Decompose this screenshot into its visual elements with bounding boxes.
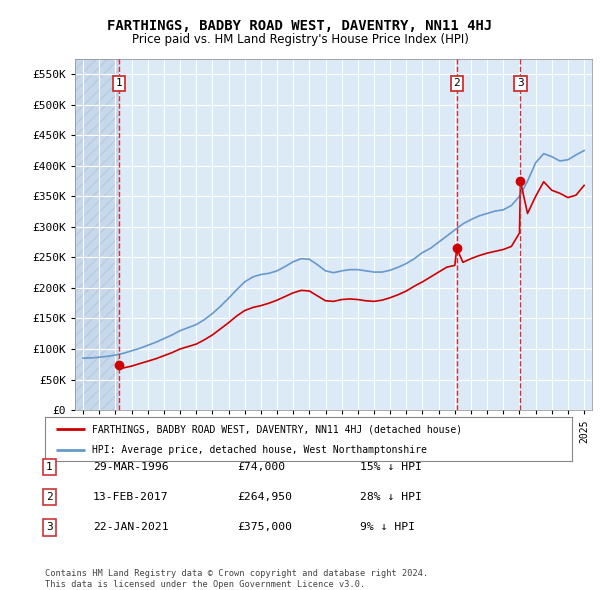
Text: £375,000: £375,000 (237, 523, 292, 532)
Text: Price paid vs. HM Land Registry's House Price Index (HPI): Price paid vs. HM Land Registry's House … (131, 33, 469, 46)
Text: £264,950: £264,950 (237, 493, 292, 502)
Text: 15% ↓ HPI: 15% ↓ HPI (360, 463, 422, 472)
Text: FARTHINGS, BADBY ROAD WEST, DAVENTRY, NN11 4HJ: FARTHINGS, BADBY ROAD WEST, DAVENTRY, NN… (107, 19, 493, 33)
Text: 1: 1 (116, 78, 122, 88)
Text: FARTHINGS, BADBY ROAD WEST, DAVENTRY, NN11 4HJ (detached house): FARTHINGS, BADBY ROAD WEST, DAVENTRY, NN… (92, 424, 463, 434)
Text: 1: 1 (46, 463, 53, 472)
Text: 28% ↓ HPI: 28% ↓ HPI (360, 493, 422, 502)
Text: 9% ↓ HPI: 9% ↓ HPI (360, 523, 415, 532)
Text: £74,000: £74,000 (237, 463, 285, 472)
Text: 3: 3 (517, 78, 524, 88)
Text: 22-JAN-2021: 22-JAN-2021 (93, 523, 169, 532)
Text: HPI: Average price, detached house, West Northamptonshire: HPI: Average price, detached house, West… (92, 445, 427, 455)
Text: 3: 3 (46, 523, 53, 532)
Text: 13-FEB-2017: 13-FEB-2017 (93, 493, 169, 502)
Bar (75, 59, 119, 410)
Text: 2: 2 (454, 78, 460, 88)
Text: 2: 2 (46, 493, 53, 502)
Text: 29-MAR-1996: 29-MAR-1996 (93, 463, 169, 472)
Text: Contains HM Land Registry data © Crown copyright and database right 2024.
This d: Contains HM Land Registry data © Crown c… (45, 569, 428, 589)
